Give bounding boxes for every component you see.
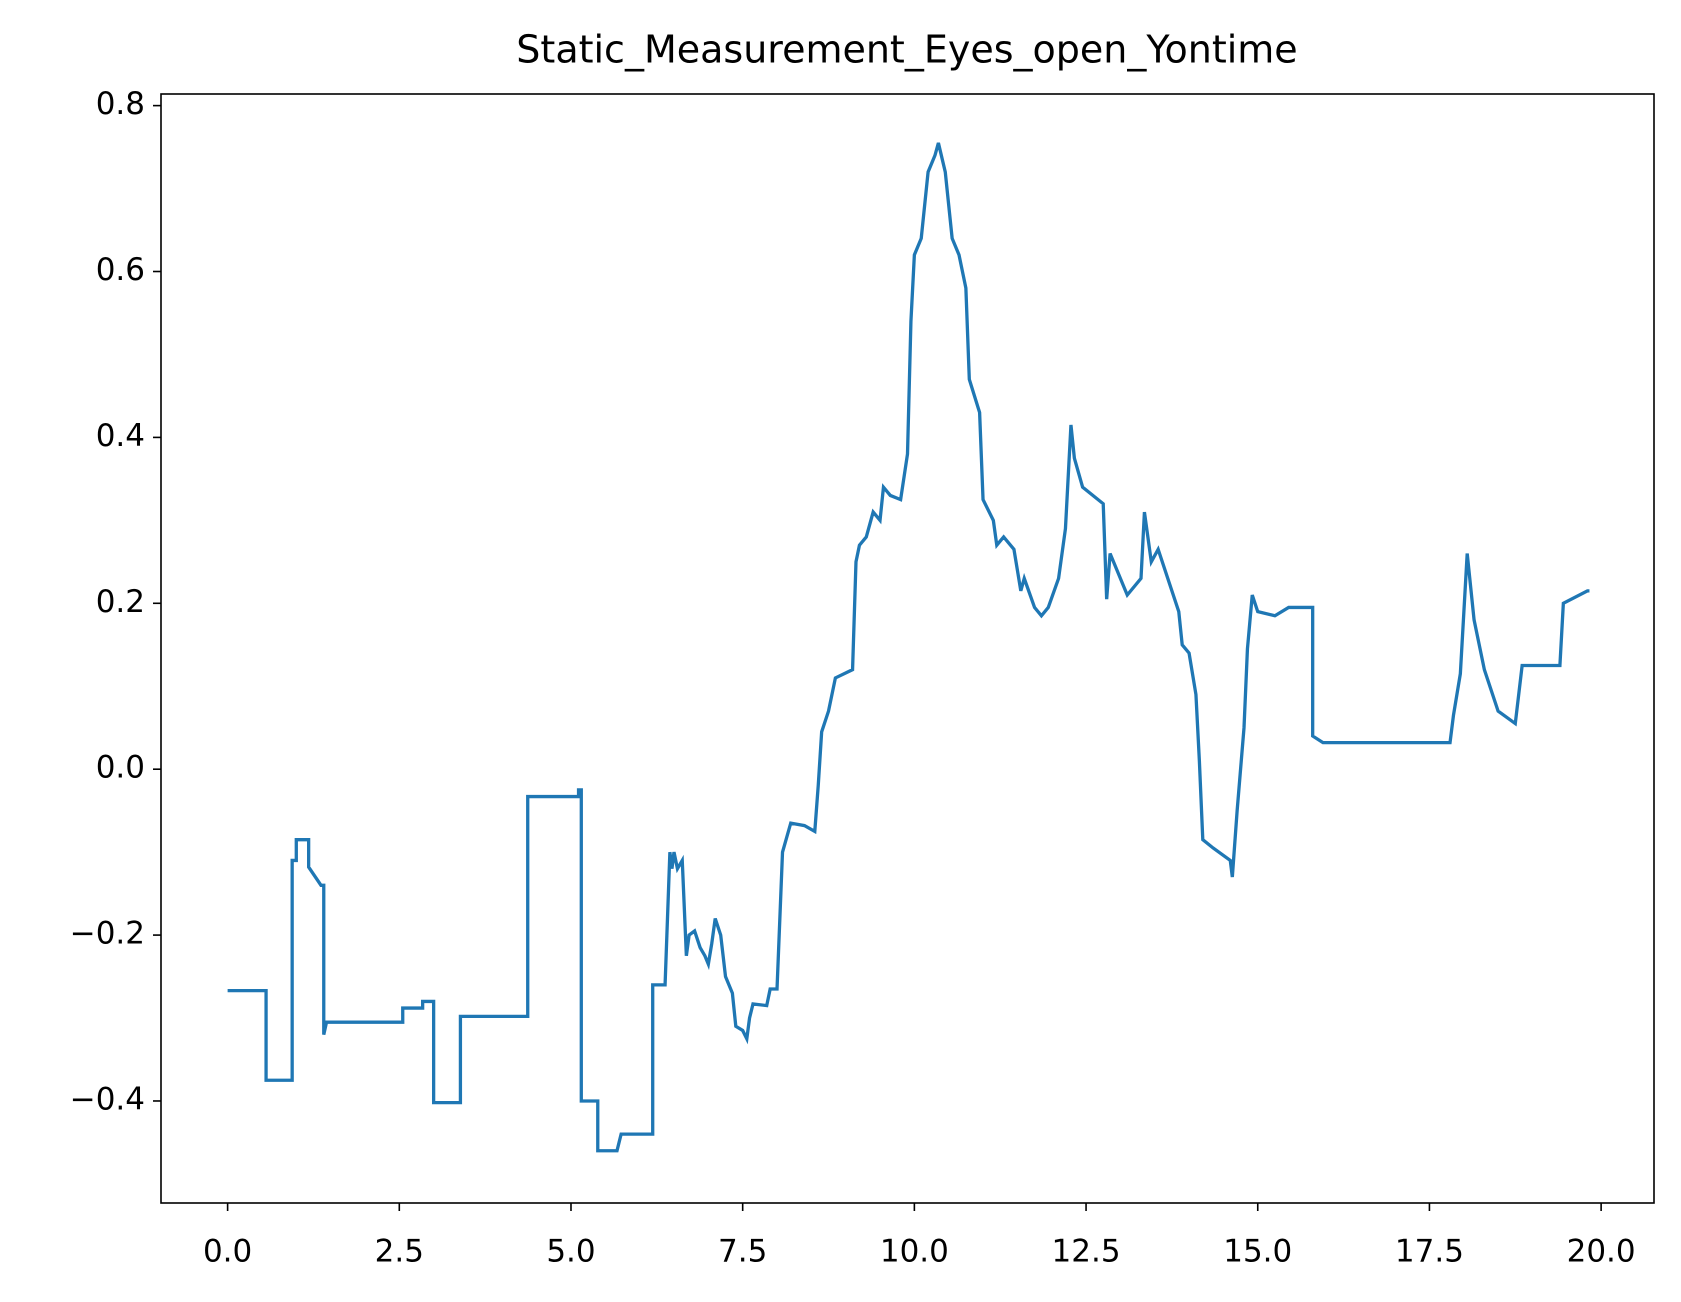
y-tick-label: 0.8 (96, 86, 145, 122)
x-tick-label: 20.0 (1567, 1234, 1636, 1270)
y-tick-label: −0.4 (70, 1081, 145, 1117)
x-tick-label: 12.5 (1052, 1234, 1121, 1270)
y-tick-label: 0.4 (96, 418, 145, 454)
x-tick-label: 17.5 (1395, 1234, 1464, 1270)
x-tick-label: 10.0 (880, 1234, 949, 1270)
x-tick-label: 7.5 (718, 1234, 767, 1270)
y-tick-label: 0.0 (96, 750, 145, 786)
y-tick-label: 0.6 (96, 252, 145, 288)
y-tick-label: 0.2 (96, 584, 145, 620)
x-tick-label: 5.0 (546, 1234, 595, 1270)
chart-title: Static_Measurement_Eyes_open_Yontime (516, 28, 1297, 72)
x-tick-label: 0.0 (203, 1234, 252, 1270)
y-tick-label: −0.2 (70, 916, 145, 952)
plot-frame (160, 93, 1655, 1204)
x-tick-label: 2.5 (375, 1234, 424, 1270)
x-tick-label: 15.0 (1223, 1234, 1292, 1270)
data-line (227, 142, 1590, 1153)
